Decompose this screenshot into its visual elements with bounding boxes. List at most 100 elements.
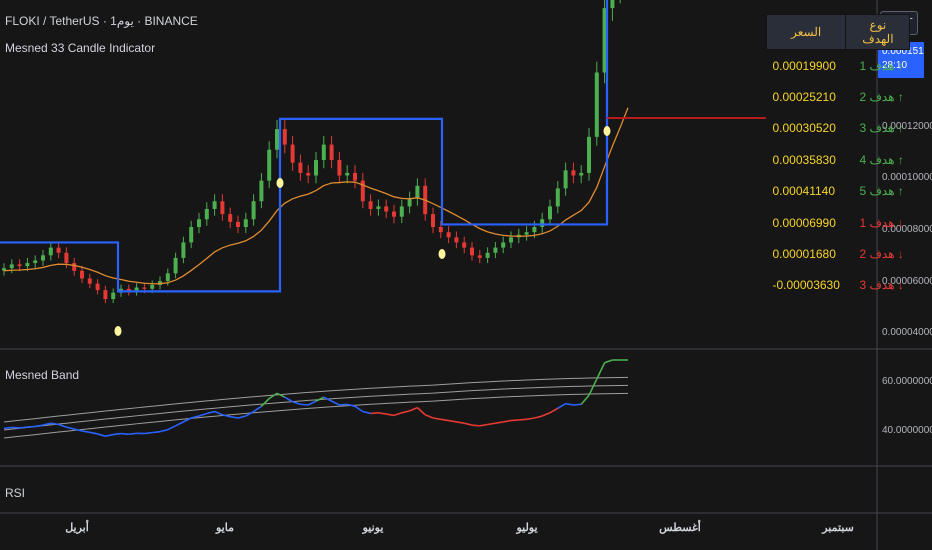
candle-body: [314, 160, 318, 176]
time-label-june: يونيو: [362, 522, 384, 534]
candle-body: [563, 170, 568, 189]
price-tick-3: 0.00006000: [882, 276, 932, 287]
symbol-legend[interactable]: FLOKI / TetherUS · 1يوم · BINANCE: [5, 14, 198, 28]
band-oscillator-segment: [113, 432, 122, 436]
band-oscillator-segment: [518, 418, 527, 421]
band-oscillator-segment: [66, 426, 75, 430]
band-oscillator-segment: [276, 392, 286, 398]
band-oscillator-segment: [541, 412, 551, 417]
band-oscillator-segment: [456, 421, 465, 424]
candle-body: [111, 292, 116, 300]
candle-body: [236, 221, 240, 227]
time-label-april: أبريل: [65, 522, 89, 534]
candle-body: [353, 172, 357, 181]
bar-countdown: 28:10: [882, 60, 908, 71]
candle-body: [189, 227, 194, 243]
band-oscillator-segment: [464, 422, 473, 426]
candle-body: [399, 206, 404, 217]
candle-body: [485, 252, 490, 258]
band-oscillator-segment: [526, 417, 535, 421]
target-price: 0.00035830: [772, 152, 836, 167]
target-row: 0.00041140 هدف 5 ↑: [767, 176, 910, 207]
band-oscillator-segment: [347, 403, 356, 408]
candle-body: [25, 263, 30, 267]
target-name: هدف 1 ↓: [859, 215, 904, 230]
candle-body: [329, 144, 334, 161]
candle-body: [95, 283, 100, 291]
band-oscillator-segment: [292, 400, 301, 406]
rsi-pane-label[interactable]: RSI: [5, 486, 26, 500]
main-price-pane[interactable]: [0, 0, 766, 336]
mesned-band-pane[interactable]: [3, 359, 629, 439]
candle-body: [220, 201, 225, 215]
candle-body: [103, 290, 108, 300]
candle-body: [532, 227, 537, 233]
targets-header-price: السعر: [765, 14, 847, 50]
target-row: 0.00019900 هدف 1 ↑: [767, 50, 910, 82]
candle-body: [446, 232, 451, 238]
time-label-may: مايو: [216, 522, 234, 534]
band-oscillator-segment: [237, 415, 246, 419]
band-oscillator-segment: [588, 378, 598, 396]
target-price: 0.00025210: [772, 90, 836, 105]
band-pane-label[interactable]: Mesned Band: [5, 368, 80, 382]
channel-step-line: [0, 0, 609, 293]
target-row: 0.00025210 هدف 2 ↑: [767, 81, 910, 112]
candle-body: [306, 172, 311, 176]
candle-body: [493, 247, 498, 253]
candle-body: [33, 260, 38, 264]
band-oscillator-segment: [510, 419, 519, 422]
current-price-value: 0.00015120: [882, 46, 924, 57]
band-oscillator-segment: [573, 403, 582, 406]
candle-body: [243, 219, 248, 227]
target-row: 0.00001680 هدف 2 ↓: [767, 238, 910, 269]
candle-body: [407, 198, 412, 207]
candle-body: [197, 219, 201, 227]
price-tick-0: 0.00012000: [882, 121, 932, 132]
candle-body: [555, 188, 560, 207]
band-oscillator-segment: [230, 415, 239, 419]
candle-body: [610, 0, 615, 9]
price-tick-1: 0.00010000: [882, 172, 932, 183]
candle-body: [181, 242, 186, 258]
band-oscillator-segment: [362, 410, 371, 415]
band-oscillator-segment: [393, 412, 403, 417]
candle-body: [165, 273, 170, 282]
candle-body: [282, 129, 287, 145]
band-oscillator-segment: [440, 418, 449, 422]
candle-body: [602, 8, 607, 73]
band-oscillator-segment: [191, 415, 200, 419]
band-oscillator-segment: [416, 407, 426, 416]
band-oscillator-segment: [167, 425, 176, 431]
candle-body: [17, 264, 22, 267]
candle-body: [290, 144, 295, 163]
candle-body: [87, 278, 92, 284]
candle-body: [298, 162, 303, 173]
band-oscillator-segment: [549, 407, 559, 414]
band-oscillator-segment: [370, 412, 379, 415]
band-line-2: [3, 392, 629, 439]
price-tick-4: 0.00004000: [882, 327, 932, 338]
target-name: هدف 2 ↓: [859, 247, 904, 262]
band-oscillator-segment: [580, 394, 590, 405]
candle-body: [126, 288, 131, 292]
candle-body: [540, 219, 545, 227]
candle-body: [345, 172, 350, 176]
candle-body: [477, 255, 482, 258]
target-row: -0.00003630 هدف 3 ↓: [767, 270, 910, 301]
candle-body: [470, 247, 474, 256]
candle-body: [41, 255, 45, 261]
time-label-july: يوليو: [516, 522, 538, 534]
candle-body: [267, 149, 272, 181]
candle-body: [509, 237, 513, 243]
indicator-legend[interactable]: Mesned 33 Candle Indicator: [5, 41, 156, 55]
band-oscillator-segment: [159, 428, 168, 433]
targets-table: السعر نوع الهدف 0.00019900 هدف 1 ↑ 0.00025…: [765, 14, 911, 301]
band-oscillator-segment: [386, 413, 395, 417]
band-oscillator-segment: [339, 403, 348, 406]
band-oscillator-segment: [97, 433, 106, 437]
candle-body: [438, 227, 443, 233]
band-oscillator-segment: [245, 410, 255, 417]
candle-body: [571, 170, 576, 176]
